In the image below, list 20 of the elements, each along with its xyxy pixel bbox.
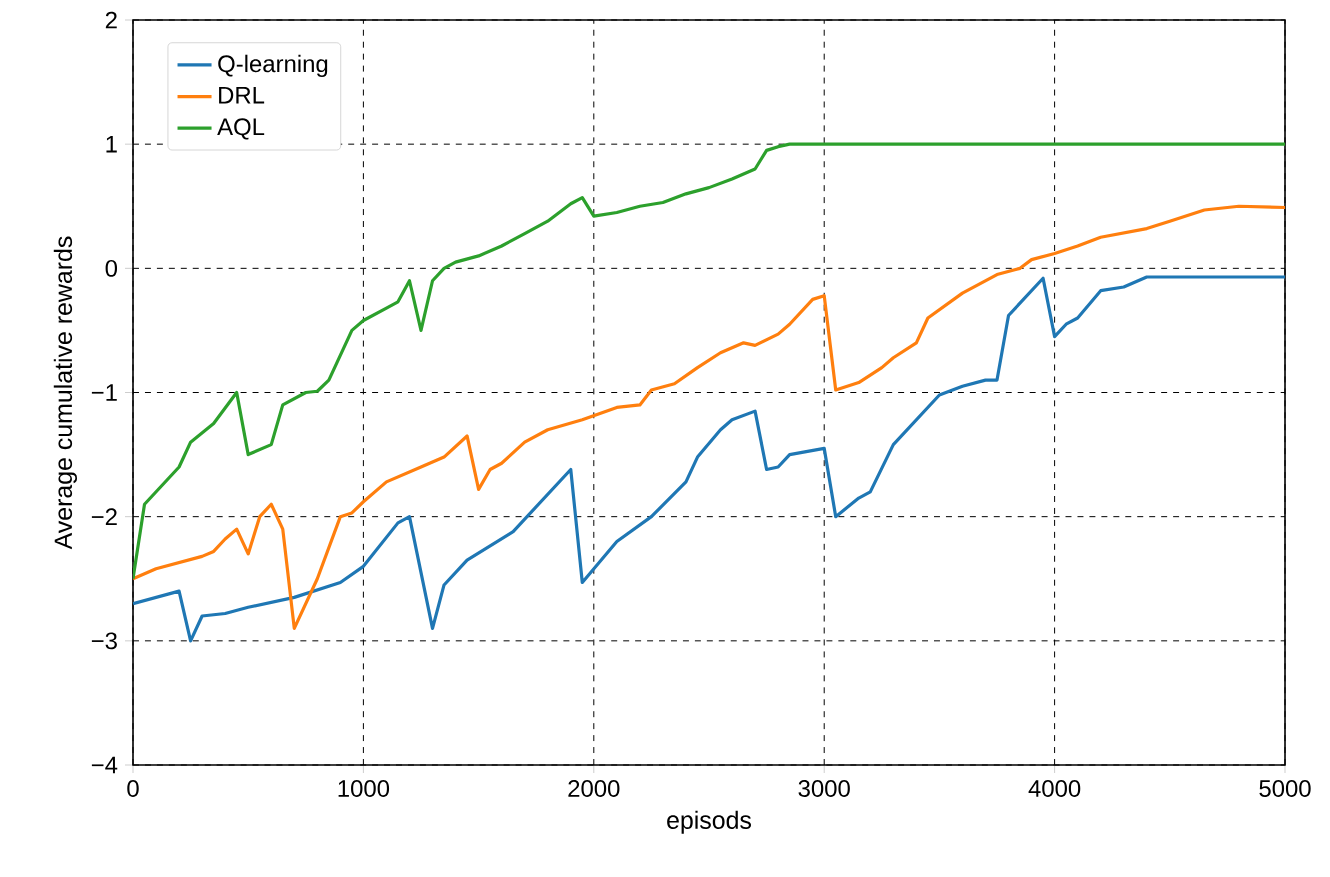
x-tick-label: 4000	[1028, 780, 1081, 797]
x-axis-title: episods	[667, 810, 752, 834]
x-tick-label: 5000	[1259, 780, 1311, 797]
y-tick-label: −3	[91, 632, 117, 650]
x-tick-label: 1000	[338, 780, 390, 797]
y-tick-label: 2	[105, 11, 117, 29]
line-series	[133, 275, 1286, 643]
y-tick-label: −1	[91, 384, 117, 401]
y-tick-label: 1	[106, 135, 117, 153]
line-series	[133, 142, 1286, 581]
y-tick-label: −4	[91, 756, 118, 774]
x-tick-label: 2000	[568, 780, 620, 797]
y-tick-label: 0	[105, 259, 118, 277]
legend-label: DRL	[219, 86, 265, 104]
x-tick-label: 3000	[798, 780, 850, 797]
legend-label: AQL	[217, 118, 265, 140]
y-tick-label: −2	[91, 508, 117, 526]
x-tick-label: 0	[127, 780, 139, 797]
y-axis-title: Average cumulative rewards	[53, 236, 77, 550]
legend-label: Q-learning	[218, 54, 328, 77]
